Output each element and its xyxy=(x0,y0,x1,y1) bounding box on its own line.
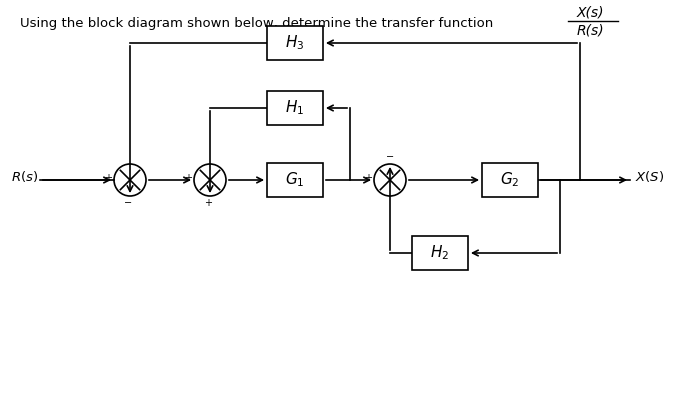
FancyBboxPatch shape xyxy=(267,163,323,197)
Text: $H_2$: $H_2$ xyxy=(430,244,449,262)
Text: −: − xyxy=(123,198,132,208)
Text: $G_2$: $G_2$ xyxy=(500,171,519,189)
Text: $H_1$: $H_1$ xyxy=(286,99,304,117)
Text: R(s): R(s) xyxy=(576,23,604,37)
Text: $X(S)$: $X(S)$ xyxy=(635,170,664,185)
FancyBboxPatch shape xyxy=(267,26,323,60)
Text: X(s): X(s) xyxy=(576,6,603,20)
Text: +: + xyxy=(364,173,372,183)
Text: $R(s)$: $R(s)$ xyxy=(10,170,38,185)
Text: $G_1$: $G_1$ xyxy=(285,171,304,189)
Text: −: − xyxy=(386,152,394,162)
FancyBboxPatch shape xyxy=(412,236,468,270)
FancyBboxPatch shape xyxy=(482,163,538,197)
FancyBboxPatch shape xyxy=(267,91,323,125)
Text: +: + xyxy=(204,198,211,208)
Text: +: + xyxy=(184,173,192,183)
Text: Using the block diagram shown below, determine the transfer function: Using the block diagram shown below, det… xyxy=(20,16,493,29)
Text: $H_3$: $H_3$ xyxy=(286,34,304,53)
Text: +: + xyxy=(104,173,112,183)
